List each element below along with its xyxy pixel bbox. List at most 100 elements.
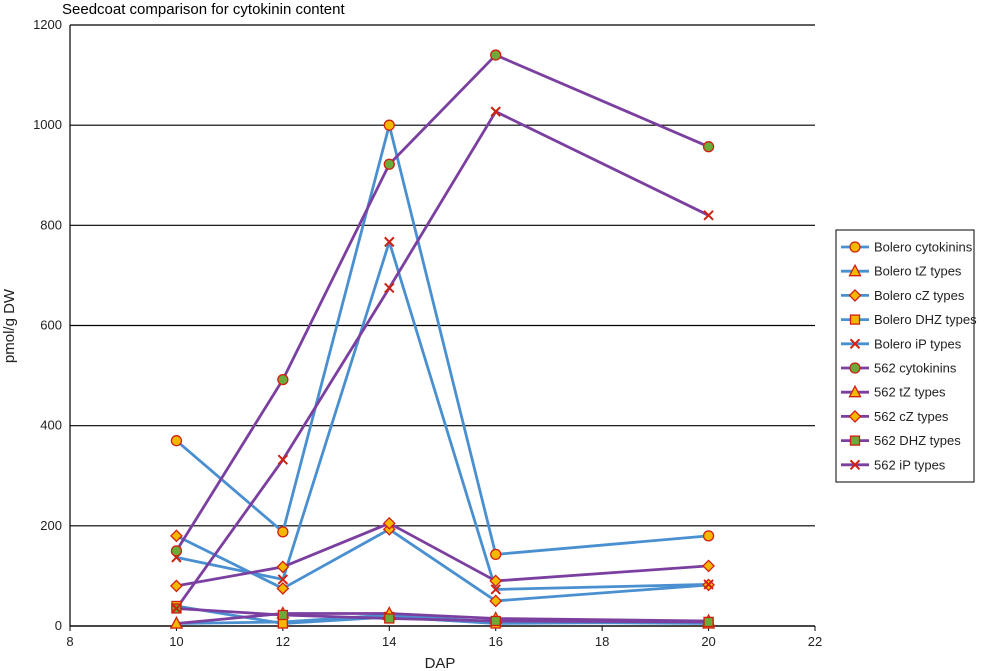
marker-square: [277, 618, 289, 629]
data-point-bolero-ip-types: [703, 579, 714, 590]
legend-swatch-marker: [849, 241, 861, 253]
marker-circle: [490, 548, 502, 561]
series-line-562-cytokinins: [175, 53, 710, 552]
series-line-bolero-cz-types: [175, 527, 709, 603]
legend-item-bolero-dhz-types: Bolero DHZ types: [841, 312, 977, 327]
x-tick-label: 18: [595, 634, 609, 649]
marker-square: [277, 609, 289, 621]
axes: 0 200 400 600 800 1000 1200 8 10 12 14 16 18 20 22: [33, 17, 822, 649]
data-point-bolero-cytokinins: [383, 119, 395, 131]
data-point-562-cytokinins: [170, 545, 183, 557]
x-tick-label: 22: [808, 634, 822, 649]
x-tick-label: 20: [701, 634, 715, 649]
marker-triangle: [169, 616, 184, 629]
data-point-562-cytokinins: [702, 141, 715, 153]
y-axis-label: pmol/g DW: [1, 288, 18, 363]
marker-x-stroke: [490, 106, 501, 117]
legend-swatch-marker: [849, 314, 861, 325]
data-point-562-dhz-types: [277, 609, 289, 621]
marker-square: [849, 314, 861, 325]
legend-item-562-ip-types: 562 iP types: [841, 457, 946, 472]
y-tick-label: 400: [40, 418, 62, 433]
data-point-bolero-ip-types: [277, 574, 289, 585]
x-axis-label: DAP: [425, 655, 456, 671]
x-tick-label: 10: [169, 634, 183, 649]
data-point-562-cz-types: [170, 579, 183, 593]
marker-square: [849, 435, 861, 446]
data-point-bolero-ip-types: [384, 236, 395, 248]
marker-x-stroke: [849, 338, 861, 350]
data-point-562-cz-types: [489, 574, 503, 588]
marker-diamond: [489, 594, 503, 608]
data-point-562-dhz-types: [703, 616, 714, 628]
x-tick-label: 16: [488, 634, 502, 649]
data-point-562-ip-types: [171, 603, 182, 614]
marker-x-stroke: [384, 282, 395, 294]
marker-square: [490, 615, 501, 627]
legend-swatch-marker: [849, 338, 861, 350]
marker-x-stroke: [277, 574, 289, 585]
grid: [70, 24, 815, 627]
legend-item-bolero-cz-types: Bolero cZ types: [841, 288, 965, 303]
legend-item-bolero-cytokinins: Bolero cytokinins: [841, 240, 973, 255]
marker-diamond: [170, 529, 183, 543]
data-point-562-cz-types: [382, 516, 396, 530]
data-point-562-ip-types: [490, 106, 501, 117]
marker-square: [384, 613, 395, 624]
y-tick-label: 1200: [33, 17, 62, 32]
data-point-bolero-dhz-types: [277, 618, 289, 629]
x-tick-label: 14: [382, 634, 396, 649]
data-point-562-ip-types: [277, 454, 289, 465]
marker-x-stroke: [171, 603, 182, 614]
legend-swatch-marker: [849, 435, 861, 446]
legend-swatch-marker: [849, 362, 861, 374]
marker-diamond: [848, 288, 862, 302]
legend-label: Bolero tZ types: [874, 264, 962, 279]
marker-x-stroke: [703, 579, 714, 590]
marker-circle: [277, 373, 289, 386]
y-tick-label: 200: [40, 518, 62, 533]
marker-diamond: [489, 574, 503, 588]
legend-swatch-marker: [848, 409, 862, 423]
marker-diamond: [382, 516, 396, 530]
series-line-bolero-cytokinins: [175, 123, 709, 556]
y-tick-label: 0: [55, 618, 62, 633]
legend-swatch-marker: [848, 263, 862, 277]
data-point-562-cz-types: [702, 559, 715, 573]
data-point-562-tz-types: [169, 616, 184, 629]
legend-label: Bolero DHZ types: [874, 312, 977, 327]
legend-item-562-cytokinins: 562 cytokinins: [841, 361, 957, 376]
y-tick-label: 600: [40, 318, 62, 333]
series-line-bolero-ip-types: [176, 240, 709, 591]
marker-triangle: [848, 384, 862, 398]
data-point-bolero-cz-types: [170, 529, 183, 543]
x-tick-label: 12: [276, 634, 290, 649]
legend-swatch-marker: [848, 288, 862, 302]
marker-circle: [170, 545, 183, 557]
y-tick-label: 1000: [33, 117, 62, 132]
marker-triangle: [848, 263, 862, 277]
marker-circle: [490, 49, 502, 61]
data-point-562-cytokinins: [383, 158, 395, 170]
data-point-562-ip-types: [384, 282, 395, 294]
marker-circle: [702, 530, 715, 542]
legend-label: 562 cytokinins: [874, 361, 957, 376]
data-point-bolero-cytokinins: [277, 526, 289, 538]
legend: Bolero cytokinins Bolero tZ types Bolero c…: [835, 229, 977, 483]
data-point-562-ip-types: [703, 210, 714, 221]
marker-circle: [277, 526, 289, 538]
legend-item-562-dhz-types: 562 DHZ types: [841, 433, 961, 448]
data-point-562-cytokinins: [490, 49, 502, 61]
marker-circle: [702, 141, 715, 153]
legend-label: 562 iP types: [874, 457, 946, 472]
data-point-bolero-cytokinins: [170, 435, 183, 447]
data-point-bolero-cytokinins: [490, 548, 502, 561]
marker-x-stroke: [703, 210, 714, 221]
legend-label: Bolero iP types: [874, 336, 962, 351]
marker-x-stroke: [277, 454, 289, 465]
marker-diamond: [276, 560, 290, 574]
marker-diamond: [702, 559, 715, 573]
legend-item-562-cz-types: 562 cZ types: [841, 409, 949, 424]
